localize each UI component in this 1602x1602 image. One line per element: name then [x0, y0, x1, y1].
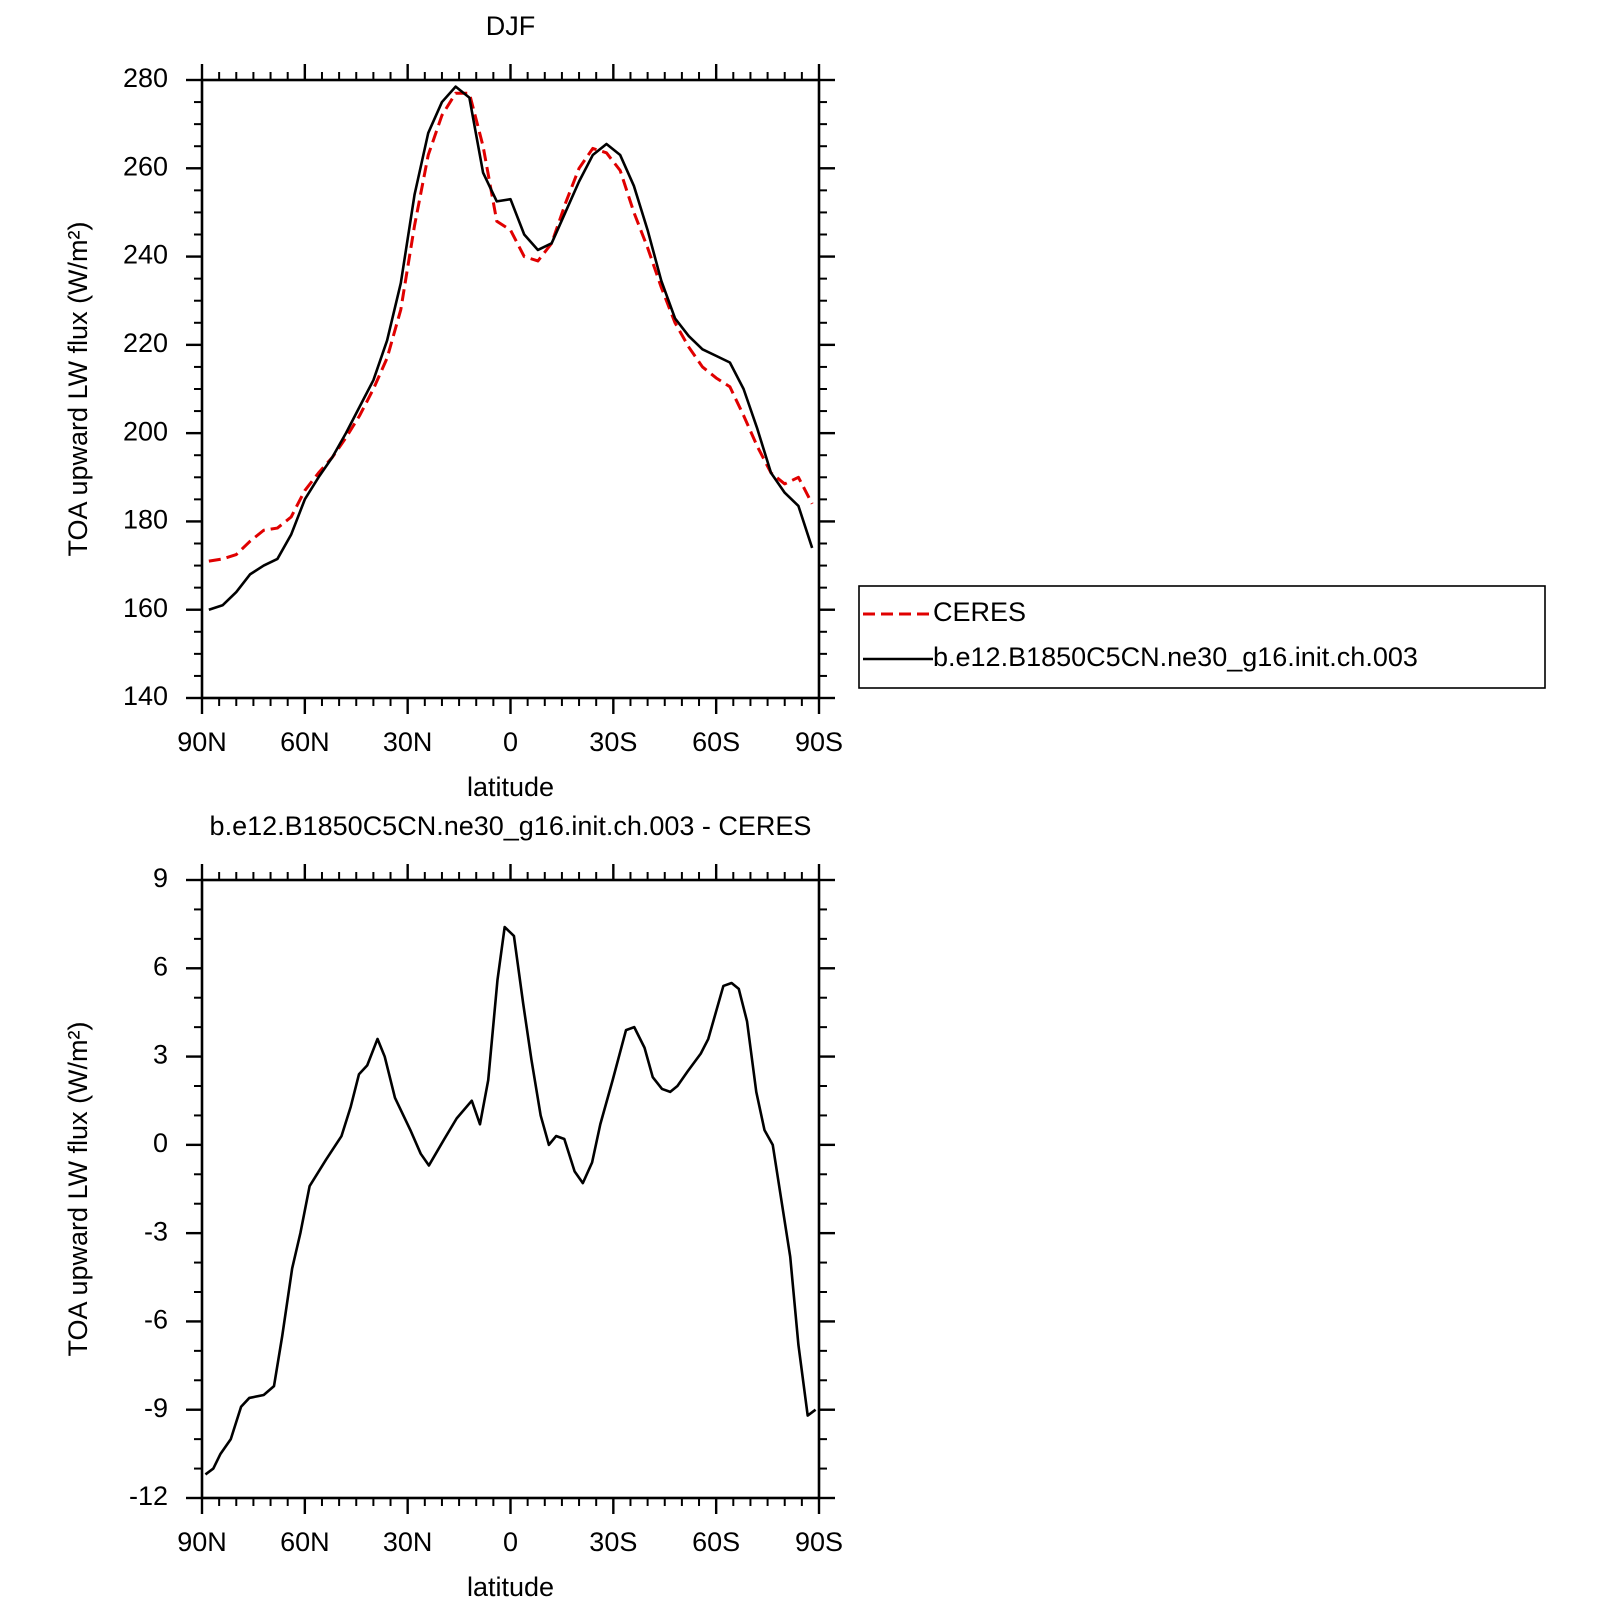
y-tick-label: 0 [153, 1128, 168, 1158]
x-tick-label: 0 [503, 727, 518, 757]
plot-frame [200, 878, 821, 1500]
x-tick-label: 60S [692, 727, 740, 757]
x-tick-label: 60N [280, 727, 330, 757]
x-axis-label: latitude [467, 1572, 554, 1602]
y-tick-label: 9 [153, 863, 168, 893]
x-tick-label: 60S [692, 1527, 740, 1557]
legend-label: b.e12.B1850C5CN.ne30_g16.init.ch.003 [933, 642, 1418, 672]
x-tick-label: 90N [177, 1527, 227, 1557]
y-tick-label: 260 [123, 151, 168, 181]
x-tick-label: 30N [383, 727, 433, 757]
plot-frame [200, 78, 821, 700]
y-tick-label: -9 [144, 1393, 168, 1423]
x-tick-label: 30S [589, 1527, 637, 1557]
y-tick-label: 280 [123, 63, 168, 93]
legend-label: CERES [933, 597, 1026, 627]
y-tick-label: 6 [153, 951, 168, 981]
dashed-line [208, 91, 814, 563]
y-tick-label: -6 [144, 1305, 168, 1335]
y-axis-label: TOA upward LW flux (W/m²) [63, 1021, 93, 1356]
x-tick-label: 30N [383, 1527, 433, 1557]
y-tick-label: 200 [123, 416, 168, 446]
chart-title: b.e12.B1850C5CN.ne30_g16.init.ch.003 - C… [210, 811, 812, 841]
x-tick-label: 0 [503, 1527, 518, 1557]
y-tick-label: 180 [123, 505, 168, 535]
y-tick-label: 160 [123, 593, 168, 623]
x-axis-label: latitude [467, 772, 554, 802]
y-tick-label: 240 [123, 240, 168, 270]
line [204, 925, 817, 1476]
line [208, 85, 814, 611]
legend-box [858, 585, 1546, 689]
y-tick-label: 220 [123, 328, 168, 358]
y-tick-label: 140 [123, 681, 168, 711]
chart-title: DJF [486, 11, 536, 41]
x-tick-label: 90S [795, 1527, 843, 1557]
y-tick-label: -3 [144, 1216, 168, 1246]
x-tick-label: 60N [280, 1527, 330, 1557]
y-axis-label: TOA upward LW flux (W/m²) [63, 221, 93, 556]
x-tick-label: 90S [795, 727, 843, 757]
x-tick-label: 30S [589, 727, 637, 757]
y-tick-label: -12 [129, 1481, 168, 1511]
y-tick-label: 3 [153, 1040, 168, 1070]
x-tick-label: 90N [177, 727, 227, 757]
